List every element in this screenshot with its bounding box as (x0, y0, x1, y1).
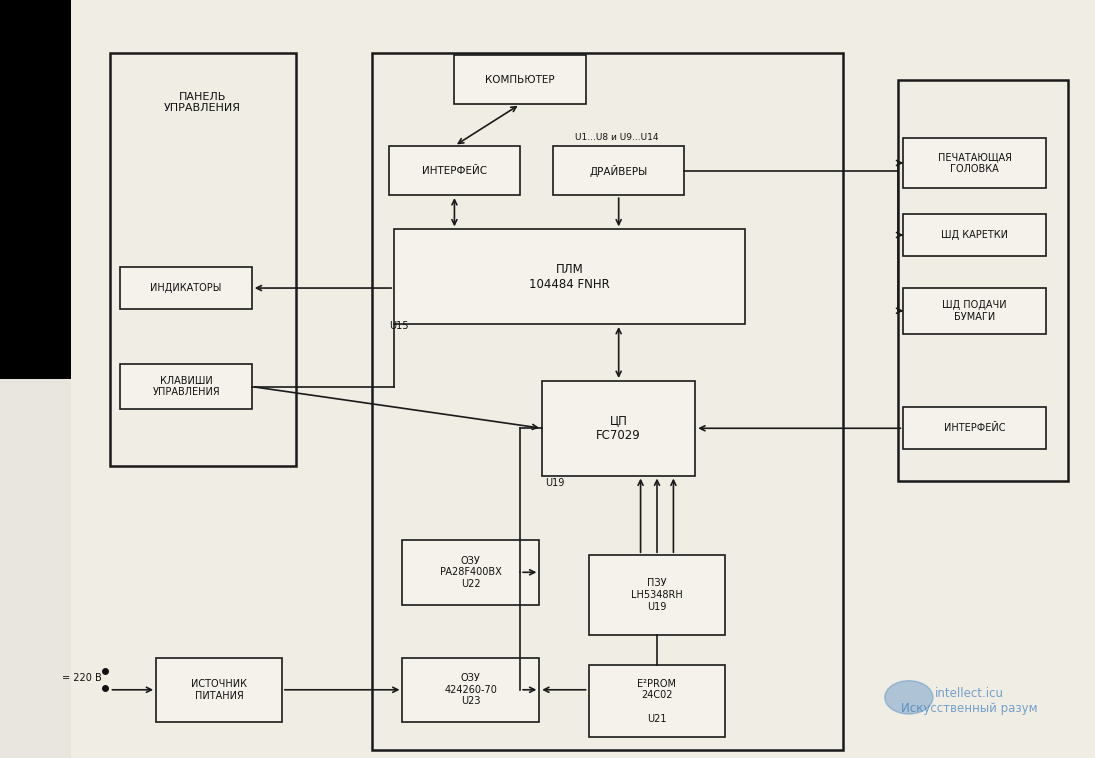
Text: ПЕЧАТАЮЩАЯ
ГОЛОВКА: ПЕЧАТАЮЩАЯ ГОЛОВКА (937, 152, 1012, 174)
Circle shape (885, 681, 933, 714)
Bar (542, 381, 695, 476)
Text: ИСТОЧНИК
ПИТАНИЯ: ИСТОЧНИК ПИТАНИЯ (191, 679, 247, 700)
Text: ШД КАРЕТКИ: ШД КАРЕТКИ (941, 230, 1008, 240)
Text: U19: U19 (545, 478, 565, 487)
Bar (553, 146, 684, 195)
Text: ОЗУ
424260-70
U23: ОЗУ 424260-70 U23 (445, 673, 497, 706)
Text: ОЗУ
PA28F400BX
U22: ОЗУ PA28F400BX U22 (440, 556, 502, 589)
Bar (589, 555, 725, 635)
Bar (157, 657, 283, 722)
Text: КЛАВИШИ
УПРАВЛЕНИЯ: КЛАВИШИ УПРАВЛЕНИЯ (152, 376, 220, 397)
Text: ПЛМ
104484 FNHR: ПЛМ 104484 FNHR (529, 263, 610, 290)
Text: ИНТЕРФЕЙС: ИНТЕРФЕЙС (944, 423, 1005, 434)
Bar (898, 80, 1068, 481)
Text: = 220 В: = 220 В (62, 673, 102, 684)
Text: E²PROM
24C02

U21: E²PROM 24C02 U21 (637, 678, 677, 724)
Text: U1...U8 и U9...U14: U1...U8 и U9...U14 (575, 133, 658, 142)
Bar (903, 138, 1046, 187)
Bar (903, 214, 1046, 256)
Bar (120, 267, 252, 309)
Text: ЦП
FC7029: ЦП FC7029 (597, 415, 641, 442)
Bar (0, 0, 71, 379)
Bar (402, 657, 539, 722)
Bar (120, 364, 252, 409)
Text: intellect.icu
Искусственный разум: intellect.icu Искусственный разум (901, 688, 1037, 715)
Text: ИНТЕРФЕЙС: ИНТЕРФЕЙС (422, 165, 487, 176)
Bar (394, 230, 745, 324)
Bar (402, 540, 539, 605)
Text: ИНДИКАТОРЫ: ИНДИКАТОРЫ (150, 283, 222, 293)
Text: ДРАЙВЕРЫ: ДРАЙВЕРЫ (589, 164, 648, 177)
Bar (903, 408, 1046, 449)
Bar (589, 666, 725, 737)
Bar (372, 53, 843, 750)
Text: U15: U15 (389, 321, 408, 331)
Bar (454, 55, 586, 105)
Bar (903, 288, 1046, 334)
Bar (110, 53, 296, 466)
Bar (389, 146, 520, 195)
Text: ПАНЕЛЬ
УПРАВЛЕНИЯ: ПАНЕЛЬ УПРАВЛЕНИЯ (164, 92, 241, 113)
Text: ШД ПОДАЧИ
БУМАГИ: ШД ПОДАЧИ БУМАГИ (942, 300, 1007, 321)
Text: КОМПЬЮТЕР: КОМПЬЮТЕР (485, 74, 555, 85)
Text: ПЗУ
LH5348RH
U19: ПЗУ LH5348RH U19 (631, 578, 683, 612)
